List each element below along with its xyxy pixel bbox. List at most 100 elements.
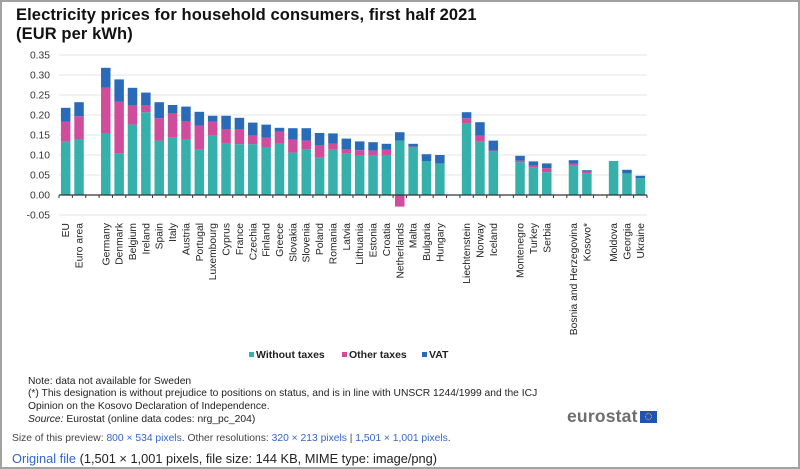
x-tick-label: Netherlands (395, 223, 406, 279)
x-tick-label: Romania (328, 223, 339, 264)
bar-segment-vat (74, 102, 84, 117)
preview-size-info: Size of this preview: 800 × 534 pixels. … (12, 433, 451, 444)
x-tick-label: Euro area (75, 223, 86, 268)
bar-segment-without-taxes (341, 153, 352, 195)
note-kosovo-1: (*) This designation is without prejudic… (28, 388, 538, 400)
bar-segment-other-taxes (528, 165, 539, 168)
y-tick-label: 0.25 (30, 91, 50, 102)
bar-segment-without-taxes (207, 135, 218, 195)
bar-segment-vat (181, 106, 191, 121)
bar-segment-other-taxes (167, 113, 178, 138)
y-tick-label: 0.00 (30, 191, 50, 202)
bar-segment-without-taxes (461, 123, 472, 195)
x-tick-label: Kosovo* (582, 223, 593, 261)
bar-segment-other-taxes (74, 116, 84, 139)
bar-segment-vat (395, 132, 405, 141)
resolution-link-320[interactable]: 320 × 213 pixels (271, 433, 347, 444)
bar-segment-vat (368, 142, 378, 151)
x-tick-label: Austria (181, 223, 192, 255)
x-tick-label: Belgium (128, 223, 139, 260)
y-tick-label: 0.30 (30, 71, 50, 82)
bar-segment-vat (542, 163, 552, 169)
bar-segment-other-taxes (368, 150, 378, 156)
bar-segment-without-taxes (515, 162, 525, 195)
bar-segment-without-taxes (354, 155, 365, 195)
bar-segment-other-taxes (475, 135, 485, 142)
bar-segment-other-taxes (354, 150, 365, 155)
x-tick-label: Portugal (195, 223, 206, 261)
note-kosovo-2: Opinion on the Kosovo Declaration of Ind… (28, 400, 270, 412)
bar-segment-vat (248, 122, 258, 136)
bar-segment-other-taxes (341, 149, 352, 154)
bar-segment-vat (127, 87, 138, 106)
x-tick-label: Ireland (141, 223, 152, 255)
bar-segment-other-taxes (261, 137, 271, 147)
bar-segment-without-taxes (622, 173, 632, 195)
bar-segment-other-taxes (127, 105, 138, 125)
bar-segment-without-taxes (408, 147, 418, 195)
preview-label: Size of this preview: (12, 433, 104, 444)
bar-segment-vat (194, 111, 205, 126)
x-tick-label: Bosnia and Herzegovina (569, 223, 580, 335)
eurostat-logo: eurostat (567, 406, 657, 427)
bar-segment-other-taxes (154, 118, 164, 141)
bar-segment-vat (207, 115, 218, 122)
bar-segment-other-taxes (328, 143, 338, 150)
bar-segment-without-taxes (608, 161, 619, 195)
y-tick-label: 0.20 (30, 111, 50, 122)
bar-segment-without-taxes (435, 163, 445, 195)
bar-segment-vat (622, 169, 632, 174)
bar-segment-vat (475, 122, 485, 136)
x-tick-label: Slovenia (302, 223, 313, 263)
original-file-link[interactable]: Original file (12, 451, 77, 466)
bar-segment-other-taxes (234, 129, 245, 145)
bar-segment-other-taxes (582, 171, 592, 174)
bar-segment-without-taxes (221, 143, 231, 195)
chart-title: Electricity prices for household consume… (16, 6, 477, 44)
bar-segment-other-taxes (395, 195, 405, 207)
x-tick-label: Luxembourg (208, 223, 219, 281)
x-tick-label: Finland (262, 223, 273, 257)
bar-segment-vat (528, 161, 539, 166)
bar-segment-vat (635, 175, 646, 179)
bar-segment-vat (301, 128, 311, 141)
source-note: Source: Eurostat (online data codes: nrg… (28, 414, 537, 426)
x-tick-label: Italy (168, 222, 179, 242)
bar-segment-without-taxes (368, 155, 378, 195)
x-tick-label: Denmark (115, 222, 126, 265)
bar-segment-vat (328, 133, 338, 144)
x-tick-label: Croatia (382, 223, 393, 256)
bar-segment-vat (341, 138, 352, 149)
bar-segment-without-taxes (154, 140, 164, 195)
bar-segment-without-taxes (421, 161, 432, 195)
bar-segment-other-taxes (60, 121, 71, 142)
preview-size-link[interactable]: 800 × 534 pixels (106, 433, 182, 444)
bar-segment-vat (60, 107, 71, 122)
y-tick-label: -0.05 (27, 211, 51, 222)
x-tick-label: Serbia (542, 223, 553, 253)
bar-segment-vat (167, 105, 178, 113)
bar-segment-other-taxes (568, 163, 579, 166)
bar-segment-without-taxes (74, 139, 84, 195)
chart-notes: Note: data not available for Sweden (*) … (28, 376, 537, 427)
legend-label: VAT (429, 349, 449, 361)
y-tick-label: 0.15 (30, 131, 50, 142)
x-tick-label: Liechtenstein (462, 223, 473, 284)
x-tick-label: Georgia (622, 223, 633, 260)
bar-segment-other-taxes (141, 105, 151, 113)
x-tick-label: Ukraine (636, 223, 647, 259)
bar-segment-vat (261, 124, 271, 138)
bar-segment-other-taxes (314, 145, 325, 158)
bar-segment-without-taxes (248, 144, 258, 195)
bar-segment-vat (381, 143, 392, 150)
x-tick-label: France (235, 223, 246, 255)
x-tick-label: EU (61, 223, 72, 237)
bar-segment-other-taxes (515, 160, 525, 163)
eu-flag-icon (639, 410, 657, 423)
bar-segment-without-taxes (101, 133, 111, 195)
resolution-link-1501[interactable]: 1,501 × 1,001 pixels (355, 433, 448, 444)
x-tick-label: Estonia (369, 223, 380, 258)
bar-segment-vat (221, 115, 231, 129)
bar-segment-vat (488, 140, 499, 151)
